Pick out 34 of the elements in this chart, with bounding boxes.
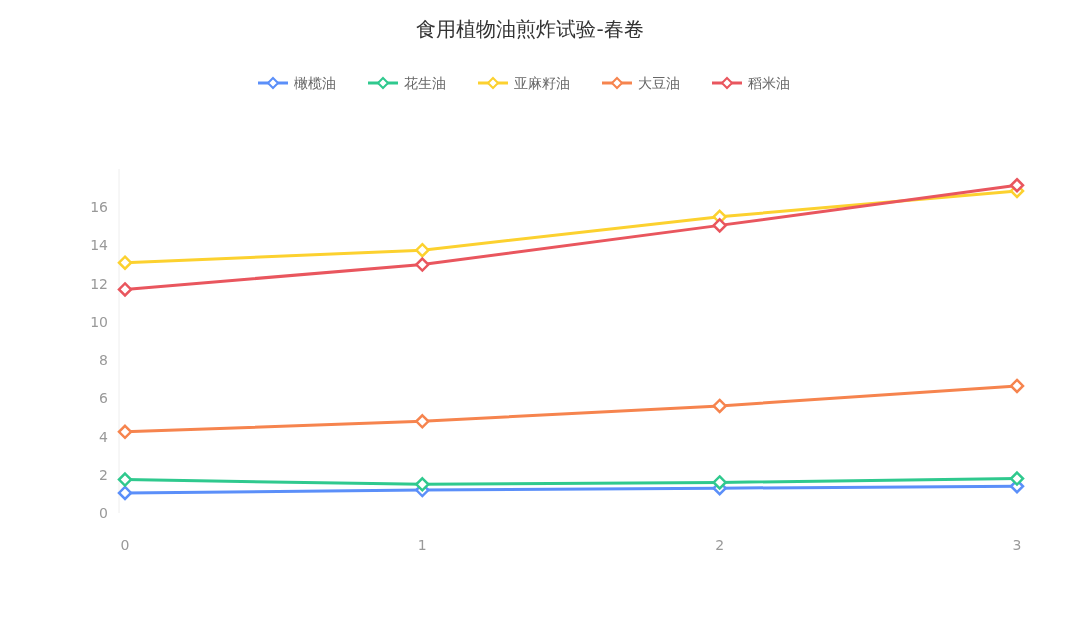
point <box>1009 177 1025 193</box>
x-tick-label: 3 <box>1012 537 1022 553</box>
point <box>712 398 727 414</box>
y-tick-label: 14 <box>90 237 109 254</box>
point <box>415 257 430 272</box>
point <box>117 255 133 270</box>
point <box>1009 471 1025 486</box>
y-tick-label: 2 <box>99 466 108 483</box>
y-tick-label: 10 <box>90 313 108 330</box>
point <box>117 472 133 487</box>
point <box>712 218 727 233</box>
point <box>415 477 430 492</box>
y-tick-label: 6 <box>99 390 109 407</box>
point <box>415 242 430 258</box>
point <box>1009 378 1025 394</box>
y-tick-label: 4 <box>99 428 109 445</box>
y-tick-label: 8 <box>99 352 108 369</box>
x-tick-label: 1 <box>417 537 427 553</box>
legend-label: 稻米油 <box>748 75 790 91</box>
y-tick-label: 12 <box>90 275 108 292</box>
point <box>712 475 727 490</box>
legend-label: 花生油 <box>404 75 446 91</box>
point <box>117 282 133 297</box>
x-tick-label: 0 <box>120 537 130 553</box>
point <box>117 485 133 501</box>
legend-label: 橄榄油 <box>294 75 336 91</box>
point <box>117 424 133 440</box>
legend-label: 大豆油 <box>638 75 680 91</box>
chart-title: 食用植物油煎炸试验-春卷 <box>416 17 644 41</box>
point <box>415 414 430 429</box>
legend-label: 亚麻籽油 <box>514 75 570 91</box>
y-tick-label: 0 <box>99 505 108 521</box>
x-tick-label: 2 <box>715 537 725 553</box>
y-tick-label: 16 <box>90 199 109 216</box>
